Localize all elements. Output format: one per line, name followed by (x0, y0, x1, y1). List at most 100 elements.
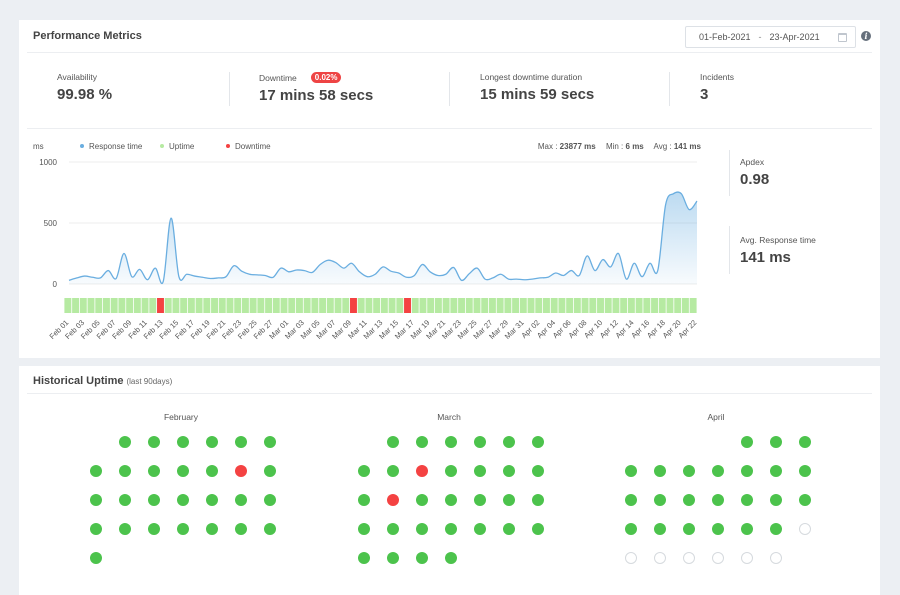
future-day-dot[interactable] (799, 523, 811, 535)
uptime-day-dot[interactable] (654, 494, 666, 506)
uptime-day-dot[interactable] (625, 465, 637, 477)
uptime-day-dot[interactable] (235, 523, 247, 535)
downtime-day-dot[interactable] (235, 465, 247, 477)
uptime-day-dot[interactable] (503, 523, 515, 535)
uptime-day-dot[interactable] (532, 436, 544, 448)
uptime-day-dot[interactable] (90, 552, 102, 564)
uptime-day-dot[interactable] (148, 436, 160, 448)
downtime-day-dot[interactable] (416, 465, 428, 477)
uptime-day-dot[interactable] (387, 465, 399, 477)
uptime-day-dot[interactable] (503, 465, 515, 477)
uptime-day-dot[interactable] (799, 494, 811, 506)
uptime-day-dot[interactable] (445, 523, 457, 535)
uptime-day-dot[interactable] (387, 552, 399, 564)
uptime-day-dot[interactable] (625, 494, 637, 506)
uptime-day-dot[interactable] (416, 523, 428, 535)
uptime-day-dot[interactable] (90, 465, 102, 477)
uptime-day-dot[interactable] (445, 436, 457, 448)
uptime-day-dot[interactable] (445, 552, 457, 564)
uptime-day-dot[interactable] (474, 523, 486, 535)
uptime-day-dot[interactable] (416, 552, 428, 564)
uptime-day-dot[interactable] (799, 436, 811, 448)
side-divider (729, 150, 730, 196)
uptime-day-dot[interactable] (119, 436, 131, 448)
future-day-dot[interactable] (712, 552, 724, 564)
downtime-day-dot[interactable] (387, 494, 399, 506)
uptime-day-dot[interactable] (654, 523, 666, 535)
uptime-day-bar (465, 298, 473, 313)
uptime-day-dot[interactable] (206, 494, 218, 506)
uptime-day-dot[interactable] (474, 494, 486, 506)
uptime-day-dot[interactable] (416, 436, 428, 448)
uptime-day-dot[interactable] (177, 436, 189, 448)
uptime-day-dot[interactable] (264, 465, 276, 477)
uptime-day-dot[interactable] (503, 436, 515, 448)
uptime-day-dot[interactable] (358, 494, 370, 506)
uptime-day-dot[interactable] (625, 523, 637, 535)
uptime-day-dot[interactable] (148, 465, 160, 477)
uptime-day-dot[interactable] (264, 436, 276, 448)
uptime-day-dot[interactable] (654, 465, 666, 477)
avg-response-metric: Avg. Response time 141 ms (740, 235, 816, 266)
uptime-day-dot[interactable] (177, 523, 189, 535)
uptime-day-dot[interactable] (741, 523, 753, 535)
uptime-day-dot[interactable] (532, 523, 544, 535)
uptime-day-dot[interactable] (177, 465, 189, 477)
uptime-day-dot[interactable] (474, 436, 486, 448)
uptime-day-dot[interactable] (206, 465, 218, 477)
uptime-day-dot[interactable] (358, 465, 370, 477)
uptime-day-bar (326, 298, 334, 313)
uptime-day-dot[interactable] (387, 436, 399, 448)
uptime-day-dot[interactable] (712, 523, 724, 535)
uptime-day-dot[interactable] (712, 465, 724, 477)
uptime-day-dot[interactable] (264, 494, 276, 506)
uptime-day-dot[interactable] (474, 465, 486, 477)
uptime-day-dot[interactable] (206, 523, 218, 535)
uptime-day-dot[interactable] (387, 523, 399, 535)
uptime-day-dot[interactable] (741, 494, 753, 506)
calendar-icon[interactable] (838, 33, 847, 42)
uptime-day-dot[interactable] (770, 494, 782, 506)
uptime-day-dot[interactable] (416, 494, 428, 506)
uptime-day-dot[interactable] (799, 465, 811, 477)
uptime-day-dot[interactable] (235, 436, 247, 448)
uptime-day-dot[interactable] (90, 494, 102, 506)
uptime-day-dot[interactable] (532, 465, 544, 477)
uptime-day-dot[interactable] (770, 465, 782, 477)
uptime-day-dot[interactable] (119, 523, 131, 535)
uptime-day-dot[interactable] (445, 494, 457, 506)
future-day-dot[interactable] (654, 552, 666, 564)
uptime-day-dot[interactable] (683, 494, 695, 506)
uptime-day-dot[interactable] (235, 494, 247, 506)
uptime-day-dot[interactable] (712, 494, 724, 506)
uptime-day-dot[interactable] (358, 523, 370, 535)
future-day-dot[interactable] (625, 552, 637, 564)
uptime-day-bar (589, 298, 597, 313)
uptime-day-bar (133, 298, 141, 313)
uptime-day-dot[interactable] (445, 465, 457, 477)
uptime-day-dot[interactable] (119, 465, 131, 477)
uptime-day-dot[interactable] (90, 523, 102, 535)
uptime-day-dot[interactable] (264, 523, 276, 535)
date-range-picker[interactable]: 01-Feb-2021 - 23-Apr-2021 (685, 26, 856, 48)
uptime-day-dot[interactable] (741, 465, 753, 477)
uptime-day-dot[interactable] (148, 494, 160, 506)
future-day-dot[interactable] (741, 552, 753, 564)
uptime-day-dot[interactable] (503, 494, 515, 506)
uptime-day-dot[interactable] (770, 436, 782, 448)
uptime-day-dot[interactable] (770, 523, 782, 535)
uptime-day-dot[interactable] (148, 523, 160, 535)
future-day-dot[interactable] (683, 552, 695, 564)
uptime-day-dot[interactable] (177, 494, 189, 506)
uptime-day-bar (434, 298, 442, 313)
info-icon[interactable]: i (861, 31, 871, 41)
uptime-day-dot[interactable] (358, 552, 370, 564)
uptime-day-dot[interactable] (206, 436, 218, 448)
uptime-day-dot[interactable] (741, 436, 753, 448)
uptime-day-dot[interactable] (683, 523, 695, 535)
performance-metrics-title: Performance Metrics (33, 30, 142, 42)
uptime-day-dot[interactable] (119, 494, 131, 506)
uptime-day-dot[interactable] (532, 494, 544, 506)
future-day-dot[interactable] (770, 552, 782, 564)
uptime-day-dot[interactable] (683, 465, 695, 477)
